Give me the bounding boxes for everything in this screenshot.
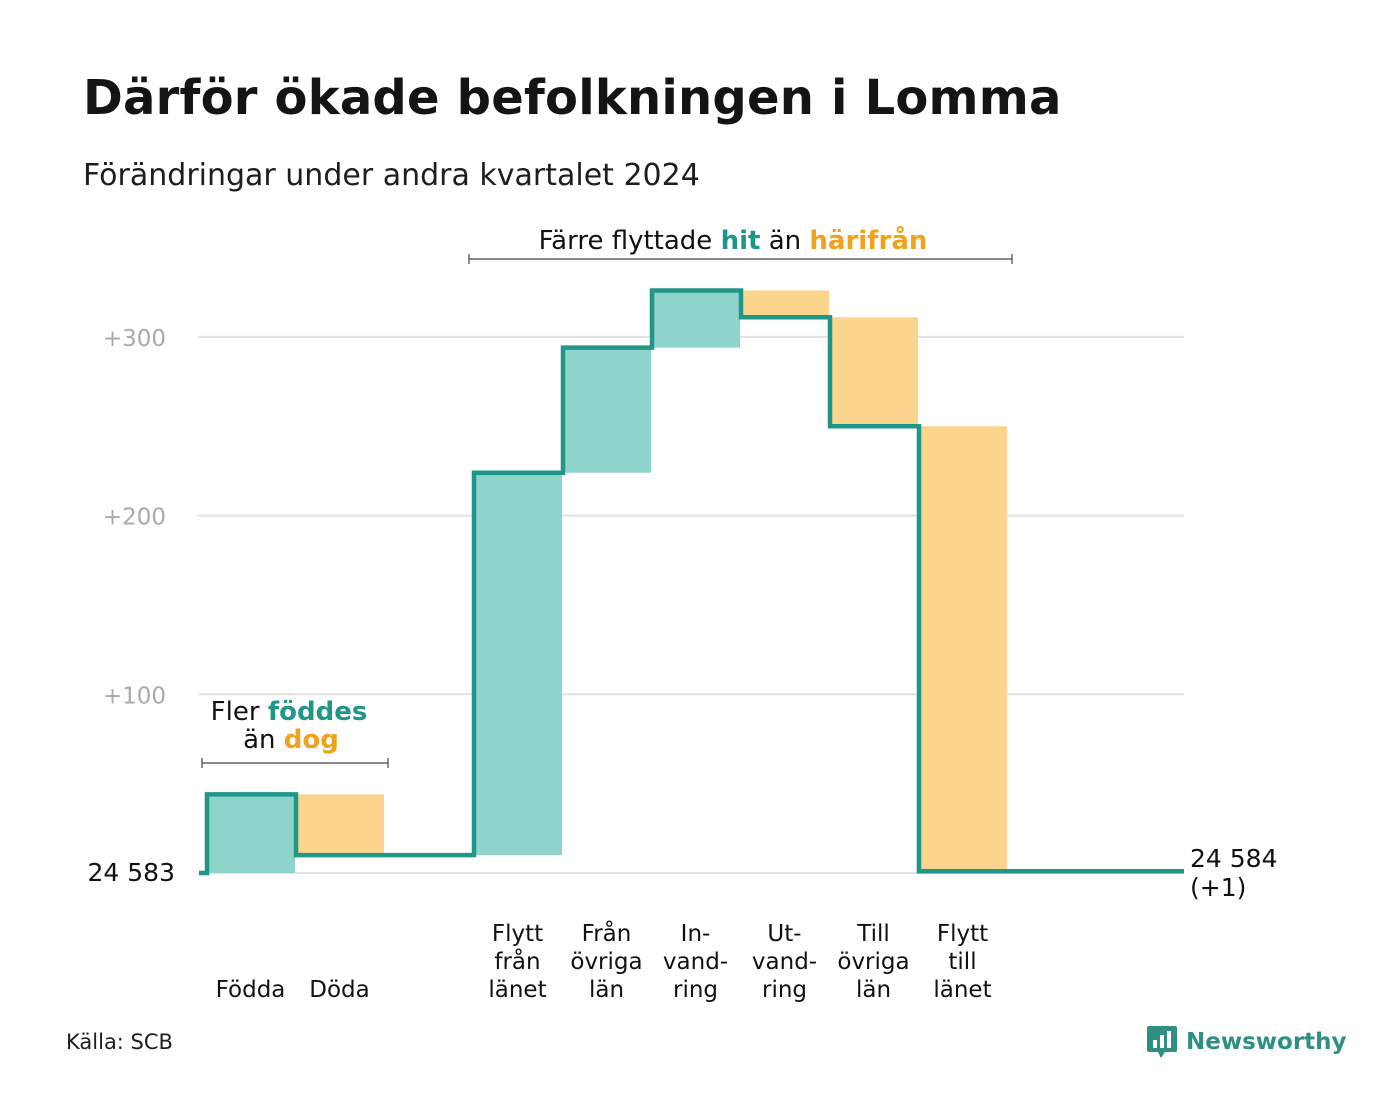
end-change-label: (+1) [1190,873,1246,902]
births-annotation: Fler föddes än dog [201,697,389,768]
category-label: Till [856,921,890,947]
start-value-label: 24 583 [88,858,175,887]
category-label: Födda [216,977,286,1003]
category-label: ring [673,977,718,1003]
bar-till-övriga-län [830,317,918,427]
category-label: In- [681,921,711,947]
bar-flytt-från-länet [474,472,562,856]
category-label: vand- [752,949,817,975]
bars [207,290,1007,873]
cumulative-step-line [199,288,1184,876]
bar-döda [296,794,384,856]
moves-annotation: Färre flyttade hit än härifrån [468,224,1013,264]
bar-in--vand--ring [652,290,740,348]
y-tick-label: +100 [103,683,166,709]
y-tick-label: +300 [103,326,166,352]
category-label: län [856,977,891,1003]
category-label: Döda [309,977,369,1003]
category-label: vand- [663,949,728,975]
bar-flytt-till-länet [919,426,1007,872]
category-label: Ut- [767,921,801,947]
category-label: länet [933,977,991,1003]
births-annotation-line1: Fler föddes [211,697,368,727]
bar-ut--vand--ring [741,290,829,318]
y-tick-label: +200 [103,505,166,531]
category-label: länet [488,977,546,1003]
step-line [199,288,1184,876]
births-annotation-line2: än dog [243,725,339,755]
newsworthy-logo: Newsworthy [1146,1024,1347,1060]
chart-subtitle: Förändringar under andra kvartalet 2024 [83,158,700,193]
moves-annotation-text: Färre flyttade hit än härifrån [539,224,928,256]
category-label: från [494,947,540,975]
category-label: Flytt [937,921,988,947]
newsworthy-logo-icon [1147,1026,1177,1058]
category-label: län [589,977,624,1003]
category-label: till [948,949,976,975]
bar-från-övriga-län [563,347,651,473]
category-label: övriga [837,949,909,975]
category-label: ring [762,977,807,1003]
gridlines [198,335,1184,874]
source-note: Källa: SCB [66,1030,173,1054]
newsworthy-logo-text: Newsworthy [1186,1029,1347,1055]
category-label: Från [582,919,632,947]
category-label: övriga [570,949,642,975]
bar-födda [207,794,295,873]
end-value-label: 24 584 [1190,844,1277,873]
category-label: Flytt [492,921,543,947]
chart-title: Därför ökade befolkningen i Lomma [83,70,1062,126]
